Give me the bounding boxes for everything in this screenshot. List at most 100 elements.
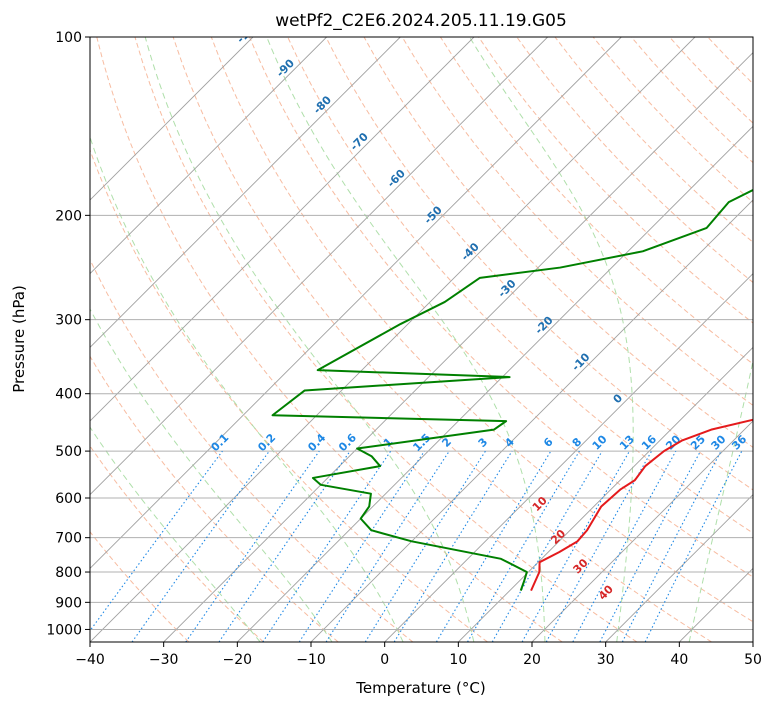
mixing-ratio-lines xyxy=(90,450,743,642)
y-tick-label-1: 900 xyxy=(55,595,82,611)
dry-adiabat-70 xyxy=(287,37,753,534)
dry-adiabat-140 xyxy=(554,37,753,243)
isotherm-label-6: -40 xyxy=(459,240,482,263)
moist-adiabat-10 xyxy=(144,37,475,642)
dry-adiabats xyxy=(90,37,753,642)
moist-adiabat-label-2: 30 xyxy=(571,556,591,576)
chart-title: wetPf2_C2E6.2024.205.11.19.G05 xyxy=(275,11,567,31)
temperature-profile xyxy=(530,418,753,592)
isotherm-label-8: -20 xyxy=(532,314,555,337)
moist-adiabat-0 xyxy=(90,135,404,642)
mixing-ratio-label-15: 25 xyxy=(688,433,708,453)
moist-adiabat-30 xyxy=(469,37,634,642)
isotherm-label-4: -60 xyxy=(385,167,408,190)
x-tick-label-0: −40 xyxy=(75,652,105,668)
x-tick-label-2: −20 xyxy=(223,652,253,668)
dry-adiabat--30 xyxy=(90,531,190,642)
x-tick-label-8: 40 xyxy=(670,652,688,668)
isotherm--100 xyxy=(90,37,254,201)
isotherm--60 xyxy=(90,37,548,496)
mixing-ratio-label-11: 10 xyxy=(590,432,610,452)
mixing-ratio-line-0.1 xyxy=(90,450,223,632)
dry-adiabat-100 xyxy=(401,37,753,406)
isotherm-40 xyxy=(679,567,753,642)
dry-adiabat-0 xyxy=(90,258,414,642)
mixing-ratio-line-3 xyxy=(364,450,486,642)
isotherm-label-3: -70 xyxy=(348,130,371,153)
mixing-ratio-line-2 xyxy=(325,450,450,642)
mixing-ratio-line-13 xyxy=(521,450,630,642)
y-tick-label-0: 1000 xyxy=(46,622,82,638)
dry-adiabat--20 xyxy=(90,445,264,642)
moist-adiabat--10 xyxy=(90,308,333,642)
moist-adiabats xyxy=(90,37,753,642)
isotherm-label-5: -50 xyxy=(422,203,445,226)
moist-adiabat-label-0: 10 xyxy=(530,494,550,514)
mixing-ratio-label-10: 8 xyxy=(570,435,585,450)
x-tick-label-3: −10 xyxy=(296,652,326,668)
x-tick-label-4: 0 xyxy=(380,652,389,668)
mixing-ratio-line-25 xyxy=(599,450,702,642)
dry-adiabat-90 xyxy=(363,37,753,448)
dry-adiabat-40 xyxy=(172,37,712,642)
dry-adiabat-150 xyxy=(592,37,753,203)
isotherm--90 xyxy=(90,37,327,275)
mixing-ratio-line-1.5 xyxy=(298,450,425,642)
isotherm-50 xyxy=(752,641,753,642)
mixing-ratio-label-12: 13 xyxy=(617,433,637,453)
isotherm--70 xyxy=(90,37,475,422)
isotherms xyxy=(90,37,753,642)
x-axis-title: Temperature (°C) xyxy=(355,679,485,697)
line-labels: -100-90-80-70-60-50-40-30-20-1000.1 0.2 0.… xyxy=(208,37,749,603)
y-axis-title: Pressure (hPa) xyxy=(10,285,28,393)
x-tick-label-9: 50 xyxy=(744,652,762,668)
mixing-ratio-line-36 xyxy=(644,450,743,642)
dry-adiabat--10 xyxy=(90,355,339,642)
isotherm-label-1: -90 xyxy=(274,56,297,79)
dry-adiabat-180 xyxy=(707,37,753,85)
isotherm--40 xyxy=(90,37,696,642)
mixing-ratio-label-8: 4 xyxy=(502,435,517,450)
isotherm--80 xyxy=(90,37,401,348)
y-tick-label-4: 600 xyxy=(55,491,82,507)
mixing-ratio-line-0.4 xyxy=(185,450,320,642)
mixing-ratio-line-20 xyxy=(572,450,677,642)
mixing-ratio-line-4 xyxy=(393,450,513,642)
mixing-ratio-label-9: 6 xyxy=(541,435,556,450)
isotherm-label-2: -80 xyxy=(311,93,334,116)
moist-adiabat-label-3: 40 xyxy=(596,582,616,602)
mixing-ratio-line-16 xyxy=(545,450,653,642)
dry-adiabat-130 xyxy=(516,37,753,284)
mixing-ratio-line-6 xyxy=(435,450,552,642)
moist-adiabat-40 xyxy=(688,358,753,642)
dry-adiabat-50 xyxy=(210,37,753,623)
mixing-ratio-label-17: 36 xyxy=(729,432,749,452)
isotherm-10 xyxy=(458,346,753,642)
isotherm-label-7: -30 xyxy=(495,277,518,300)
isotherm-label-9: -10 xyxy=(569,350,592,373)
dry-adiabat-110 xyxy=(439,37,753,365)
moist-adiabat-20 xyxy=(266,37,546,642)
isotherm-20 xyxy=(531,420,753,642)
mixing-ratio-line-1 xyxy=(262,450,392,642)
x-tick-label-7: 30 xyxy=(597,652,615,668)
x-tick-label-6: 20 xyxy=(523,652,541,668)
y-tick-label-7: 300 xyxy=(55,313,82,329)
isotherm--10 xyxy=(310,199,753,642)
x-tick-label-5: 10 xyxy=(449,652,467,668)
isotherm--20 xyxy=(237,125,753,642)
moist-adiabat--20 xyxy=(90,426,261,642)
isotherm--30 xyxy=(163,52,753,642)
plot-frame xyxy=(89,36,754,643)
y-axis: 1000 900 800 700 600 500 400 300 200 100 xyxy=(46,30,90,638)
plot-area: -100-90-80-70-60-50-40-30-20-1000.1 0.2 0.… xyxy=(90,37,753,642)
pressure-gridlines xyxy=(90,37,753,630)
profile-series xyxy=(271,188,753,592)
x-axis: −40 −30 −20 −10 0 10 20 30 40 50 xyxy=(75,642,762,668)
y-tick-label-5: 500 xyxy=(55,444,82,460)
isotherm--50 xyxy=(90,37,622,569)
dry-adiabat-10 xyxy=(90,148,488,642)
y-tick-label-2: 800 xyxy=(55,565,82,581)
y-tick-label-9: 100 xyxy=(55,30,82,46)
